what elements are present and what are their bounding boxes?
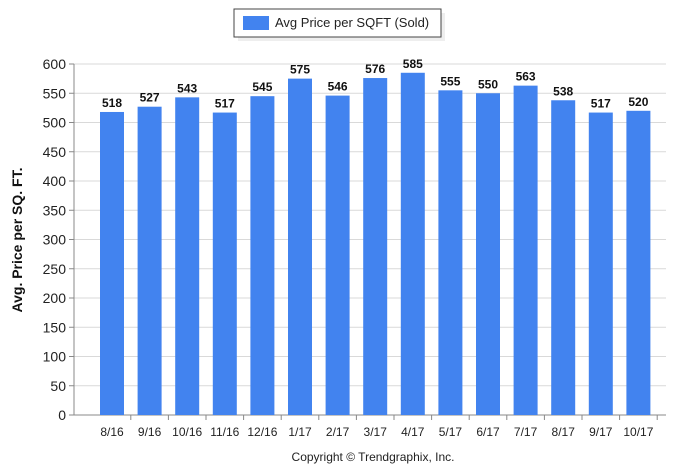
x-tick-label: 5/17 (439, 425, 463, 439)
bar (476, 93, 500, 415)
x-tick-label: 2/17 (326, 425, 350, 439)
x-tick-label: 6/17 (476, 425, 500, 439)
bar (288, 78, 312, 415)
y-tick-label: 400 (43, 173, 67, 189)
y-tick-label: 600 (43, 56, 67, 72)
legend: Avg Price per SQFT (Sold) (233, 8, 445, 41)
bar (175, 97, 200, 415)
x-tick-labels: 8/16 9/16 10/16 11/16 12/16 1/17 2/17 3/17 4/17 5… (100, 425, 653, 439)
x-tick-label: 9/17 (589, 425, 613, 439)
data-labels: 518 527 543 517 545 575 546 576 585 555 550 563 538 5… (102, 57, 649, 111)
bar (100, 111, 124, 415)
bar (250, 96, 275, 416)
bar (626, 110, 651, 416)
data-label: 545 (252, 80, 272, 94)
data-label: 520 (628, 95, 648, 109)
x-tick-label: 4/17 (401, 425, 425, 439)
bar (588, 112, 613, 416)
copyright-text: Copyright © Trendgraphix, Inc. (292, 450, 455, 464)
y-tick-label: 350 (43, 202, 67, 218)
data-label: 538 (553, 84, 573, 98)
data-label: 517 (215, 97, 235, 111)
bar (137, 106, 162, 415)
y-tick-label: 50 (50, 378, 66, 394)
data-label: 550 (478, 77, 498, 91)
y-tick-label: 450 (43, 144, 67, 160)
bar (551, 100, 576, 416)
y-tick-label: 150 (43, 319, 67, 335)
y-tick-label: 500 (43, 115, 67, 131)
y-tick-label: 550 (43, 85, 67, 101)
data-label: 518 (102, 96, 122, 110)
bar (400, 72, 425, 416)
y-tick-label: 300 (43, 232, 67, 248)
x-tick-label: 11/16 (210, 425, 239, 439)
y-tick-label: 0 (58, 407, 66, 423)
x-tick-label: 8/16 (100, 425, 124, 439)
legend-label: Avg Price per SQFT (Sold) (275, 15, 429, 30)
x-tick-label: 8/17 (552, 425, 576, 439)
legend-swatch (243, 16, 269, 30)
x-tick-label: 10/16 (172, 425, 202, 439)
bar (513, 85, 538, 416)
x-tick-label: 10/17 (623, 425, 653, 439)
data-label: 555 (440, 74, 460, 88)
y-tick-label: 250 (43, 261, 67, 277)
x-tick-label: 3/17 (364, 425, 388, 439)
data-label: 517 (591, 97, 611, 111)
bar (212, 112, 237, 416)
data-label: 563 (516, 70, 536, 84)
y-axis-title: Avg. Price per SQ. FT. (9, 168, 25, 313)
bar (438, 90, 463, 415)
data-label: 543 (177, 81, 197, 95)
bar (363, 78, 388, 415)
data-label: 576 (365, 62, 385, 76)
data-label: 585 (403, 57, 423, 71)
x-tick-label: 1/17 (288, 425, 312, 439)
data-label: 527 (140, 91, 160, 105)
x-tick-label: 7/17 (514, 425, 538, 439)
x-tick-label: 9/16 (138, 425, 162, 439)
x-tick-label: 12/16 (247, 425, 277, 439)
data-label: 546 (328, 80, 348, 94)
y-tick-label: 200 (43, 290, 67, 306)
bar (325, 95, 350, 415)
y-tick-labels: 0 50 100 150 200 250 300 350 400 450 500 550 600 (43, 56, 67, 423)
y-tick-label: 100 (43, 349, 67, 365)
data-label: 575 (290, 63, 310, 77)
bars (100, 72, 651, 416)
